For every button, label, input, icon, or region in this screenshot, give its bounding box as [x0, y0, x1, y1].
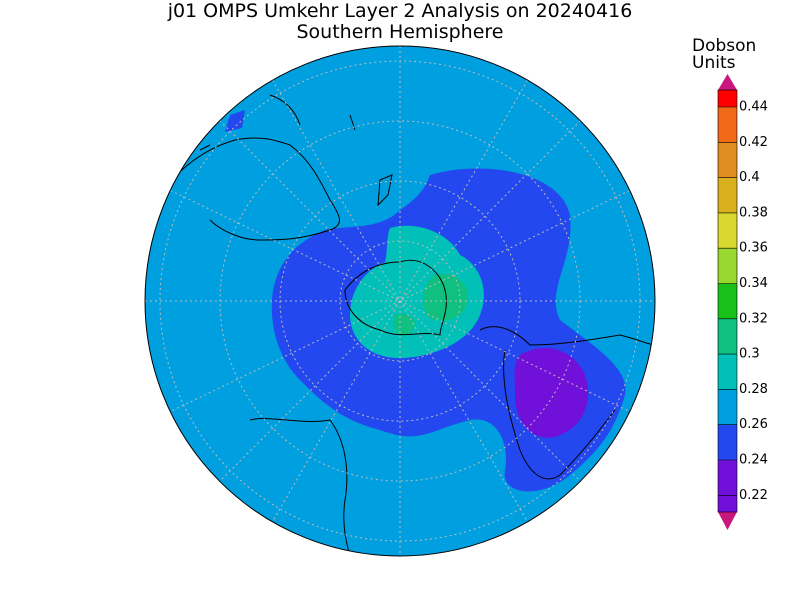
colorbar-tick-label: 0.32	[739, 311, 768, 326]
colorbar-swatch	[718, 460, 737, 496]
colorbar-swatch	[718, 424, 737, 460]
graticule	[145, 46, 655, 556]
colorbar-title: Units	[692, 53, 736, 73]
colorbar-tick-label: 0.24	[739, 453, 768, 468]
green-region	[393, 274, 469, 336]
colorbar-tick-label: 0.22	[739, 488, 768, 503]
colorbar-swatch	[718, 248, 737, 284]
colorbar-swatch	[718, 107, 737, 143]
map-border	[144, 45, 656, 557]
colorbar-swatch	[718, 177, 737, 213]
purple-region	[514, 347, 589, 438]
colorbar-extension	[718, 512, 737, 530]
colorbar-tick-label: 0.38	[739, 205, 768, 220]
title: j01 OMPS Umkehr Layer 2 Analysis on 2024…	[167, 0, 633, 22]
colorbar-tick-label: 0.42	[739, 135, 768, 150]
colorbar-extension	[718, 74, 737, 90]
colorbar-swatch	[718, 389, 737, 425]
colorbar-tick-label: 0.28	[739, 382, 768, 397]
colorbar: 0.44 0.42 0.4 0.38 0.36 0.34 0.32 0.3 0.28 0.26 0.…	[717, 74, 768, 530]
colorbar-frame	[717, 89, 738, 513]
colorbar-tick-label: 0.26	[739, 417, 768, 432]
colorbar-swatch	[718, 142, 737, 178]
colorbar-swatch	[718, 212, 737, 249]
colorbar-tick-label: 0.4	[739, 170, 760, 185]
colorbar-title: Dobson	[692, 36, 756, 56]
colorbar-swatch	[718, 495, 737, 512]
colorbar-swatch	[718, 283, 737, 319]
blue-region	[225, 110, 245, 132]
colorbar-tick-label: 0.3	[739, 347, 760, 362]
colorbar-swatch	[718, 354, 737, 390]
colorbar-swatch	[718, 90, 737, 107]
colorbar-tick-label: 0.44	[739, 100, 768, 115]
map	[145, 46, 655, 556]
subtitle: Southern Hemisphere	[296, 21, 503, 43]
colorbar-swatch	[718, 318, 737, 355]
colorbar-tick-label: 0.34	[739, 276, 768, 291]
colorbar-tick-label: 0.36	[739, 241, 768, 256]
